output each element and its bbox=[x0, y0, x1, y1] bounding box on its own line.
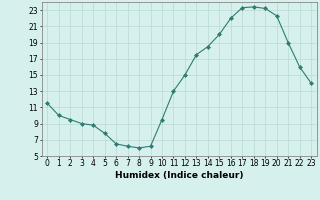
X-axis label: Humidex (Indice chaleur): Humidex (Indice chaleur) bbox=[115, 171, 244, 180]
